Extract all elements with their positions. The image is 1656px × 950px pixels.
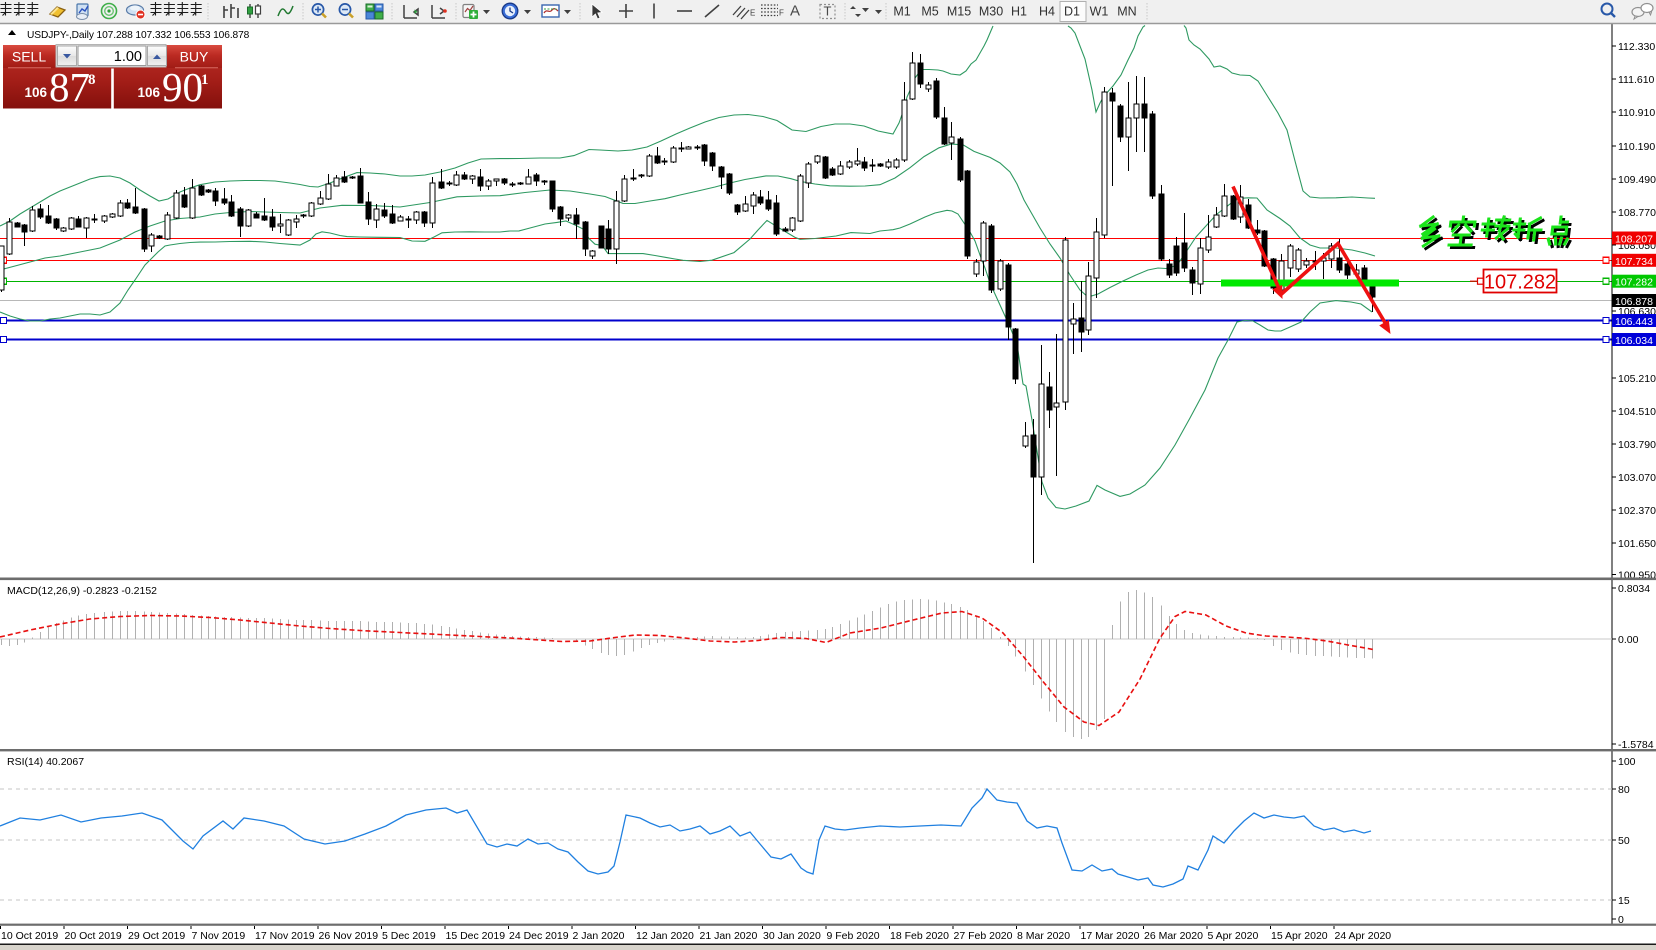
- svg-text:-1.5784: -1.5784: [1618, 739, 1654, 751]
- svg-text:26 Nov 2019: 26 Nov 2019: [319, 930, 379, 942]
- svg-text:109.490: 109.490: [1618, 174, 1656, 186]
- svg-text:0.8034: 0.8034: [1618, 583, 1650, 595]
- svg-text:USDJPY-,Daily 107.288 107.332: USDJPY-,Daily 107.288 107.332 106.553 10…: [27, 30, 250, 41]
- svg-text:RSI(14) 40.2067: RSI(14) 40.2067: [7, 756, 84, 768]
- svg-text:110.190: 110.190: [1618, 141, 1655, 153]
- svg-text:5 Apr 2020: 5 Apr 2020: [1208, 930, 1259, 942]
- svg-text:106.878: 106.878: [1615, 296, 1653, 308]
- svg-text:29 Oct 2019: 29 Oct 2019: [128, 930, 185, 942]
- svg-text:87: 87: [49, 64, 90, 110]
- svg-text:111.610: 111.610: [1618, 74, 1655, 86]
- svg-text:5 Dec 2019: 5 Dec 2019: [382, 930, 436, 942]
- svg-text:26 Mar 2020: 26 Mar 2020: [1144, 930, 1203, 942]
- svg-text:24 Dec 2019: 24 Dec 2019: [509, 930, 569, 942]
- svg-text:21 Jan 2020: 21 Jan 2020: [700, 930, 758, 942]
- svg-text:SELL: SELL: [12, 49, 46, 65]
- svg-text:107.734: 107.734: [1615, 256, 1653, 268]
- svg-text:H4: H4: [1039, 5, 1055, 19]
- svg-text:15: 15: [1618, 895, 1630, 907]
- svg-text:30 Jan 2020: 30 Jan 2020: [763, 930, 821, 942]
- svg-text:8: 8: [88, 72, 96, 88]
- svg-text:27 Feb 2020: 27 Feb 2020: [954, 930, 1013, 942]
- svg-text:15 Apr 2020: 15 Apr 2020: [1271, 930, 1328, 942]
- svg-text:F: F: [779, 9, 784, 18]
- svg-text:0: 0: [1618, 914, 1624, 926]
- svg-text:H1: H1: [1011, 5, 1027, 19]
- svg-text:2 Jan 2020: 2 Jan 2020: [573, 930, 625, 942]
- svg-text:7 Nov 2019: 7 Nov 2019: [192, 930, 246, 942]
- svg-text:110.910: 110.910: [1618, 107, 1655, 119]
- svg-text:106: 106: [24, 85, 47, 100]
- svg-text:24 Apr 2020: 24 Apr 2020: [1335, 930, 1392, 942]
- svg-text:A: A: [790, 3, 800, 20]
- svg-text:18 Feb 2020: 18 Feb 2020: [890, 930, 949, 942]
- svg-text:MN: MN: [1117, 5, 1136, 19]
- svg-text:M1: M1: [893, 5, 910, 19]
- svg-text:102.370: 102.370: [1618, 505, 1656, 517]
- svg-text:108.207: 108.207: [1615, 234, 1653, 246]
- svg-text:D1: D1: [1064, 5, 1080, 19]
- svg-text:MACD(12,26,9) -0.2823 -0.2152: MACD(12,26,9) -0.2823 -0.2152: [7, 585, 157, 597]
- svg-text:8 Mar 2020: 8 Mar 2020: [1017, 930, 1070, 942]
- svg-text:90: 90: [162, 64, 203, 110]
- svg-text:10 Oct 2019: 10 Oct 2019: [1, 930, 58, 942]
- svg-text:1.00: 1.00: [114, 49, 142, 65]
- svg-text:106: 106: [137, 85, 160, 100]
- svg-text:107.282: 107.282: [1615, 277, 1653, 289]
- svg-text:T: T: [824, 4, 832, 19]
- svg-text:E: E: [750, 9, 755, 18]
- svg-text:106.443: 106.443: [1615, 316, 1653, 328]
- svg-text:17 Mar 2020: 17 Mar 2020: [1081, 930, 1140, 942]
- svg-text:9 Feb 2020: 9 Feb 2020: [827, 930, 880, 942]
- svg-text:20 Oct 2019: 20 Oct 2019: [65, 930, 122, 942]
- svg-text:104.510: 104.510: [1618, 406, 1656, 418]
- svg-text:103.790: 103.790: [1618, 439, 1656, 451]
- svg-text:107.282: 107.282: [1484, 272, 1556, 294]
- svg-text:50: 50: [1618, 835, 1630, 847]
- svg-text:M15: M15: [947, 5, 971, 19]
- svg-text:101.650: 101.650: [1618, 538, 1656, 550]
- svg-text:15 Dec 2019: 15 Dec 2019: [446, 930, 506, 942]
- svg-text:12 Jan 2020: 12 Jan 2020: [636, 930, 694, 942]
- svg-text:100: 100: [1618, 756, 1636, 768]
- svg-text:W1: W1: [1090, 5, 1109, 19]
- svg-text:103.070: 103.070: [1618, 472, 1656, 484]
- svg-text:112.330: 112.330: [1618, 41, 1655, 53]
- svg-text:0.00: 0.00: [1618, 634, 1639, 646]
- svg-text:106.034: 106.034: [1615, 335, 1653, 347]
- svg-text:BUY: BUY: [180, 49, 209, 65]
- svg-text:1: 1: [201, 72, 209, 88]
- svg-text:17 Nov 2019: 17 Nov 2019: [255, 930, 315, 942]
- svg-text:M5: M5: [921, 5, 938, 19]
- svg-text:M30: M30: [979, 5, 1003, 19]
- svg-text:105.210: 105.210: [1618, 373, 1656, 385]
- svg-text:108.770: 108.770: [1618, 207, 1656, 219]
- svg-text:80: 80: [1618, 784, 1630, 796]
